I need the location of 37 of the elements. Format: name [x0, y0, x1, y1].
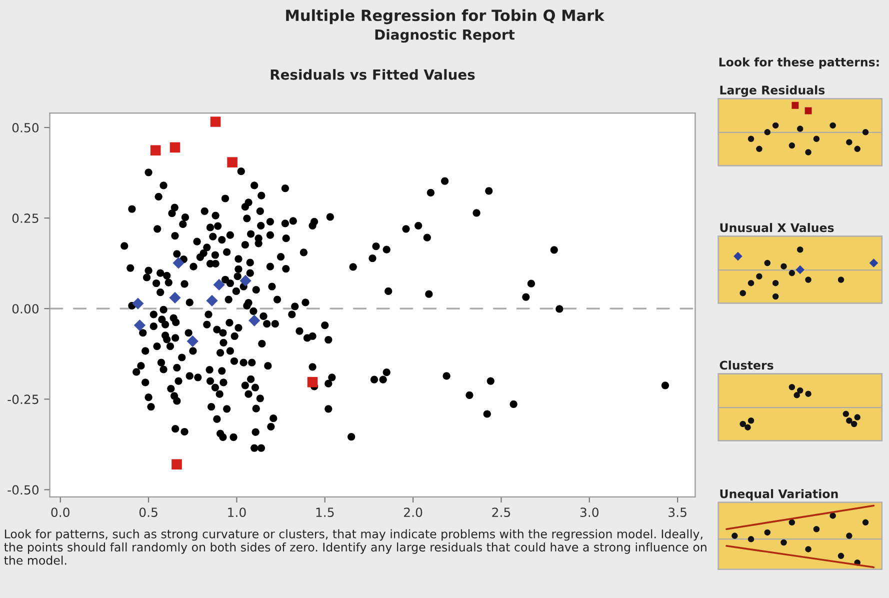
point — [186, 335, 198, 348]
point — [213, 278, 225, 291]
point — [227, 157, 238, 168]
x-tick-label: 1.0 — [228, 508, 246, 518]
point — [150, 145, 161, 156]
x-tick-label: 3.0 — [580, 508, 598, 518]
text: Residuals vs Fitted Values — [270, 69, 475, 80]
text: Unequal Variation — [720, 489, 838, 501]
text: Look for these patterns: — [719, 57, 879, 69]
point — [169, 292, 181, 304]
y-tick-label: -0.25 — [8, 394, 38, 404]
point — [210, 116, 221, 127]
chart-subtitle: Diagnostic Report — [375, 29, 515, 43]
x-tick-label: 3.5 — [668, 508, 686, 518]
chart-title: Multiple Regression for Tobin Q Mark — [286, 9, 605, 24]
point — [134, 319, 146, 332]
point — [248, 314, 260, 326]
x-tick-label: 1.5 — [316, 508, 334, 518]
y-tick-label: -0.50 — [8, 485, 39, 495]
x-tick-label: 2.0 — [404, 508, 422, 518]
text: Unusual X Values — [720, 222, 834, 232]
point — [206, 294, 218, 306]
y-tick-label: 0.00 — [12, 304, 39, 314]
point — [132, 298, 144, 310]
x-tick-label: 2.5 — [492, 508, 510, 518]
text: Look for patterns, such as strong curvature or clusters, that may indicate problems with the regression model. Ideally, the points should fall randomly on both sides of zero. Identify any large residuals that could have a strong influence on the model. — [4, 529, 706, 565]
point — [172, 459, 182, 470]
text: Clusters — [720, 360, 774, 370]
y-tick-label: 0.50 — [12, 122, 39, 132]
x-tick-label: 0.5 — [139, 508, 158, 518]
point — [170, 142, 180, 153]
x-tick-label: 0.0 — [51, 508, 70, 518]
point — [240, 274, 252, 287]
text: Large Residuals — [720, 85, 825, 97]
point — [172, 257, 184, 269]
point — [307, 376, 318, 388]
y-tick-label: 0.25 — [12, 214, 38, 223]
